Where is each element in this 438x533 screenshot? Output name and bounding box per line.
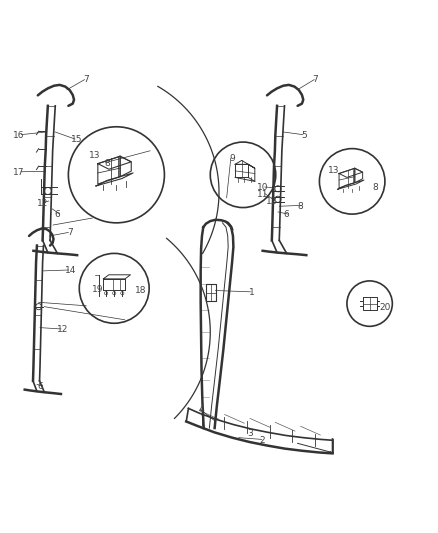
Text: 10: 10 [257,183,268,192]
Text: 4: 4 [199,405,205,414]
Text: 8: 8 [105,159,110,168]
Text: 15: 15 [71,135,83,144]
Text: 12: 12 [36,199,48,208]
Text: 7: 7 [67,228,73,237]
Text: 8: 8 [297,202,303,211]
Text: 8: 8 [372,182,378,191]
Text: 7: 7 [312,75,318,84]
Text: 6: 6 [284,211,290,220]
Text: 9: 9 [229,154,235,163]
Text: 13: 13 [328,166,339,175]
Text: 14: 14 [65,266,76,276]
Text: 6: 6 [37,382,43,391]
Text: 18: 18 [134,286,146,295]
Text: 19: 19 [92,285,103,294]
Text: 13: 13 [89,151,100,160]
Text: 20: 20 [379,303,391,312]
Text: 3: 3 [247,429,253,438]
Text: 12: 12 [57,325,68,334]
Text: 1: 1 [249,288,254,297]
Text: 6: 6 [55,211,60,220]
Text: 12: 12 [266,197,277,206]
Text: 5: 5 [301,131,307,140]
Text: 7: 7 [83,75,89,84]
Text: 2: 2 [260,436,265,445]
Text: 17: 17 [13,168,25,177]
Text: 11: 11 [257,190,268,199]
Text: 16: 16 [13,131,25,140]
